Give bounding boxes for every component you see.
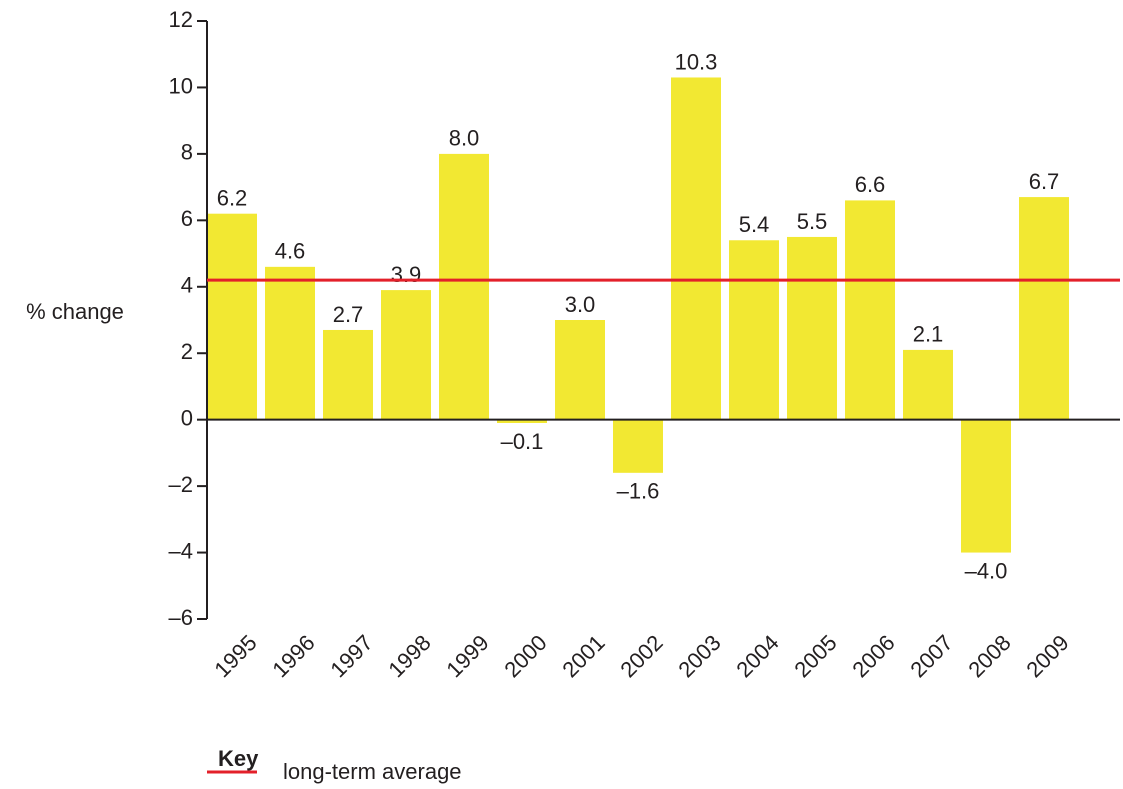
x-tick-label: 2005 <box>789 630 841 682</box>
bar <box>671 77 721 420</box>
value-label: 3.0 <box>565 292 596 317</box>
y-tick-label: 4 <box>181 273 193 298</box>
bar <box>381 290 431 420</box>
x-tick-label: 2000 <box>499 630 551 682</box>
y-tick-label: 2 <box>181 339 193 364</box>
bar <box>439 153 489 420</box>
bar <box>497 419 547 423</box>
bar <box>787 236 837 420</box>
bar <box>265 266 315 420</box>
x-tick-label: 1996 <box>267 630 319 682</box>
value-label: 5.4 <box>739 212 770 237</box>
x-tick-label: 2004 <box>731 630 783 682</box>
bar <box>961 419 1011 553</box>
y-tick-label: 10 <box>169 73 193 98</box>
x-tick-label: 2009 <box>1021 630 1073 682</box>
y-axis-label: % change <box>26 299 124 324</box>
x-tick-label: 2006 <box>847 630 899 682</box>
y-tick-label: –2 <box>169 472 193 497</box>
x-tick-label: 2003 <box>673 630 725 682</box>
x-tick-label: 1999 <box>441 630 493 682</box>
x-tick-label: 2001 <box>557 630 609 682</box>
x-tick-label: 2002 <box>615 630 667 682</box>
value-label: 2.7 <box>333 302 364 327</box>
value-label: 10.3 <box>675 49 718 74</box>
bar <box>207 213 257 420</box>
x-tick-label: 1997 <box>325 630 377 682</box>
x-tick-label: 1998 <box>383 630 435 682</box>
value-label: 4.6 <box>275 239 306 264</box>
y-tick-label: 6 <box>181 206 193 231</box>
x-tick-label: 1995 <box>209 630 261 682</box>
value-label: 2.1 <box>913 322 944 347</box>
value-label: 6.7 <box>1029 169 1060 194</box>
value-label: 6.2 <box>217 186 248 211</box>
bar <box>613 419 663 473</box>
y-tick-label: –4 <box>169 538 193 563</box>
value-label: –4.0 <box>965 558 1008 583</box>
x-tick-label: 2008 <box>963 630 1015 682</box>
value-label: –0.1 <box>501 429 544 454</box>
bar <box>1019 197 1069 420</box>
value-label: 6.6 <box>855 172 886 197</box>
value-label: 8.0 <box>449 126 480 151</box>
x-tick-label: 2007 <box>905 630 957 682</box>
legend-label: long-term average <box>283 759 462 784</box>
bar <box>845 200 895 420</box>
bar <box>729 240 779 420</box>
bar <box>555 320 605 420</box>
value-label: 3.9 <box>391 262 422 287</box>
legend-title: Key <box>218 746 259 771</box>
y-tick-label: –6 <box>169 605 193 630</box>
y-tick-label: 12 <box>169 7 193 32</box>
value-label: 5.5 <box>797 209 828 234</box>
y-tick-label: 0 <box>181 405 193 430</box>
value-label: –1.6 <box>617 479 660 504</box>
bar <box>903 349 953 420</box>
bar <box>323 329 373 420</box>
y-tick-label: 8 <box>181 140 193 165</box>
